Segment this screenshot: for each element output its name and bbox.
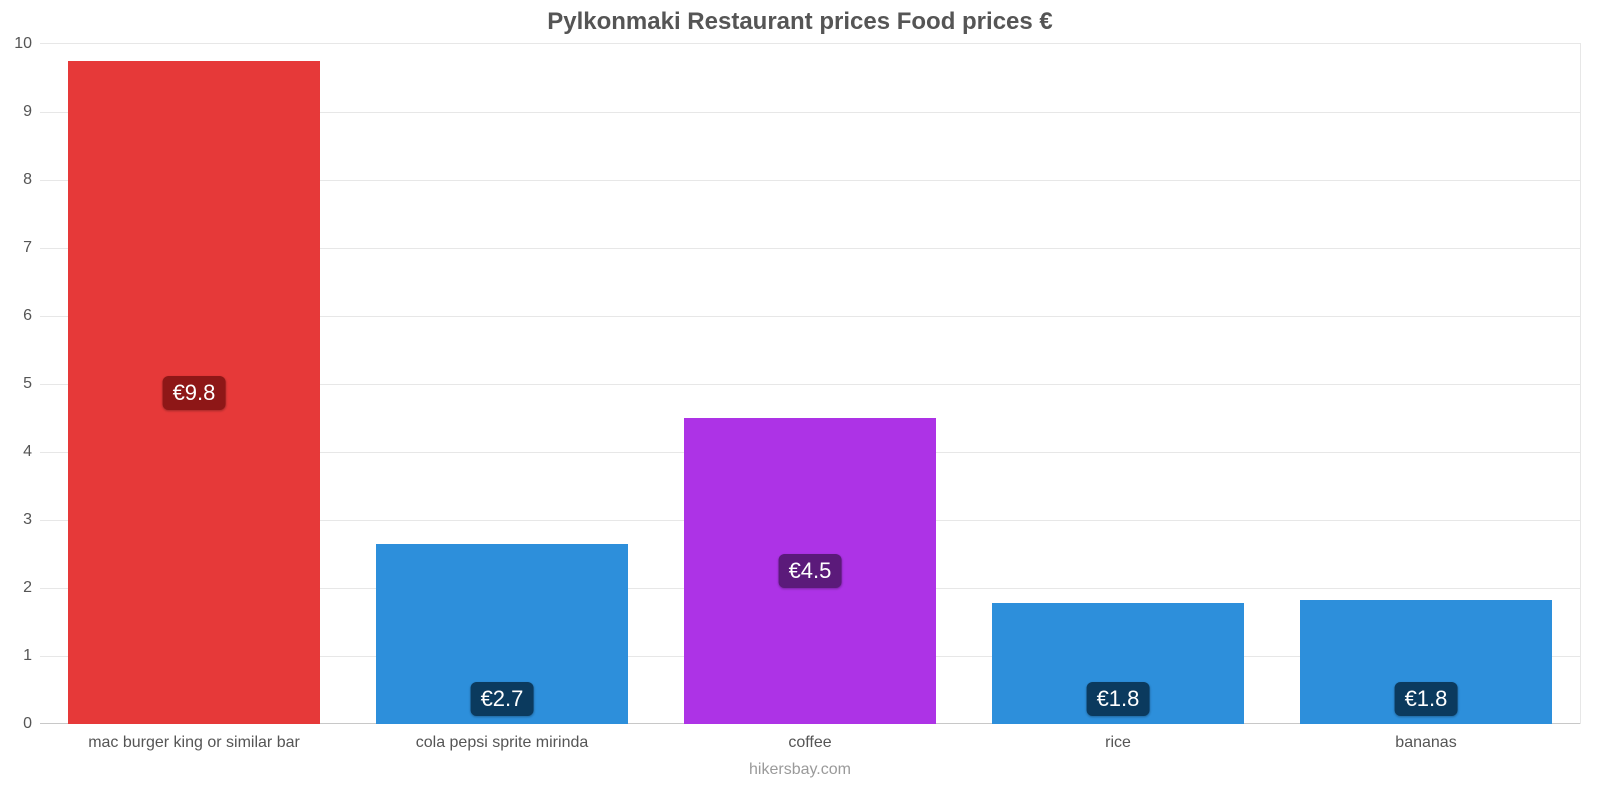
- bar-value-label: €4.5: [779, 554, 842, 588]
- bar: €4.5: [684, 418, 937, 724]
- y-tick-label: 3: [23, 511, 40, 529]
- x-tick-label: bananas: [1395, 724, 1456, 752]
- bar-value-label: €1.8: [1087, 682, 1150, 716]
- x-tick-label: cola pepsi sprite mirinda: [416, 724, 589, 752]
- bar: €9.8: [68, 61, 321, 724]
- y-tick-label: 5: [23, 375, 40, 393]
- bar: €2.7: [376, 544, 629, 724]
- y-tick-label: 6: [23, 307, 40, 325]
- bar-value-label: €9.8: [163, 376, 226, 410]
- x-tick-label: coffee: [788, 724, 831, 752]
- y-tick-label: 7: [23, 239, 40, 257]
- plot-area: 012345678910€9.8mac burger king or simil…: [40, 43, 1581, 724]
- x-tick-label: mac burger king or similar bar: [88, 724, 300, 752]
- y-tick-label: 10: [14, 35, 40, 53]
- bar-value-label: €1.8: [1395, 682, 1458, 716]
- chart-title: Pylkonmaki Restaurant prices Food prices…: [0, 8, 1600, 36]
- bar: €1.8: [1300, 600, 1553, 724]
- chart-container: Pylkonmaki Restaurant prices Food prices…: [0, 0, 1600, 800]
- bar: €1.8: [992, 603, 1245, 724]
- attribution-text: hikersbay.com: [0, 761, 1600, 779]
- y-tick-label: 4: [23, 443, 40, 461]
- y-tick-label: 2: [23, 579, 40, 597]
- y-tick-label: 0: [23, 715, 40, 733]
- y-tick-label: 9: [23, 103, 40, 121]
- y-tick-label: 1: [23, 647, 40, 665]
- x-tick-label: rice: [1105, 724, 1131, 752]
- bar-value-label: €2.7: [471, 682, 534, 716]
- y-tick-label: 8: [23, 171, 40, 189]
